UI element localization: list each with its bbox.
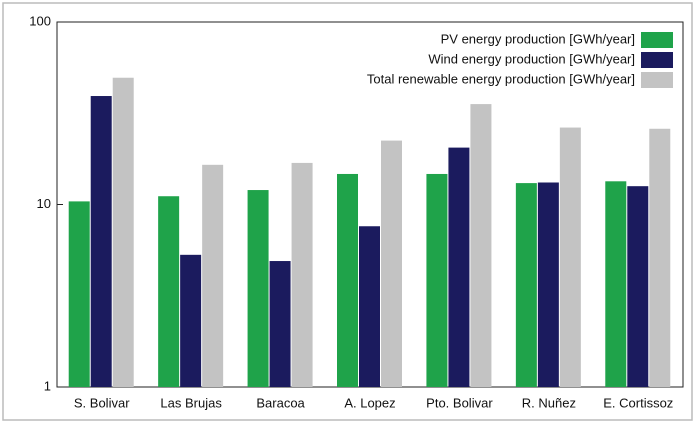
bar: [247, 190, 269, 387]
x-tick-label: S. Bolivar: [74, 395, 130, 410]
bar: [158, 196, 180, 387]
bar: [359, 226, 380, 387]
x-tick-label: Pto. Bolivar: [426, 395, 493, 410]
x-tick-label: Baracoa: [256, 395, 305, 410]
bar: [605, 181, 627, 387]
bar: [337, 173, 358, 387]
bar: [559, 127, 581, 387]
legend-label: PV energy production [GWh/year]: [441, 31, 635, 46]
x-tick-label: A. Lopez: [344, 395, 395, 410]
y-tick-label: 10: [37, 196, 51, 211]
bar: [269, 261, 291, 387]
bar: [649, 128, 671, 387]
bar: [291, 162, 313, 387]
legend-swatch: [641, 72, 673, 88]
legend-swatch: [641, 52, 673, 68]
x-tick-label: R. Nuñez: [522, 395, 576, 410]
legend-label: Total renewable energy production [GWh/y…: [367, 71, 635, 86]
bar: [202, 164, 224, 387]
y-tick-label: 1: [44, 378, 51, 393]
bar: [68, 201, 90, 387]
bar: [515, 183, 537, 387]
legend-swatch: [641, 32, 673, 48]
bar: [448, 147, 470, 387]
bar: [627, 186, 649, 387]
bar: [537, 182, 559, 387]
y-tick-label: 100: [29, 13, 51, 28]
bar: [180, 254, 202, 387]
legend-label: Wind energy production [GWh/year]: [428, 51, 635, 66]
bar: [470, 104, 492, 388]
x-tick-label: Las Brujas: [160, 395, 222, 410]
bar: [112, 77, 134, 387]
x-tick-label: E. Cortissoz: [603, 395, 673, 410]
bar: [426, 173, 448, 387]
bar: [381, 140, 402, 387]
bar: [90, 96, 112, 387]
